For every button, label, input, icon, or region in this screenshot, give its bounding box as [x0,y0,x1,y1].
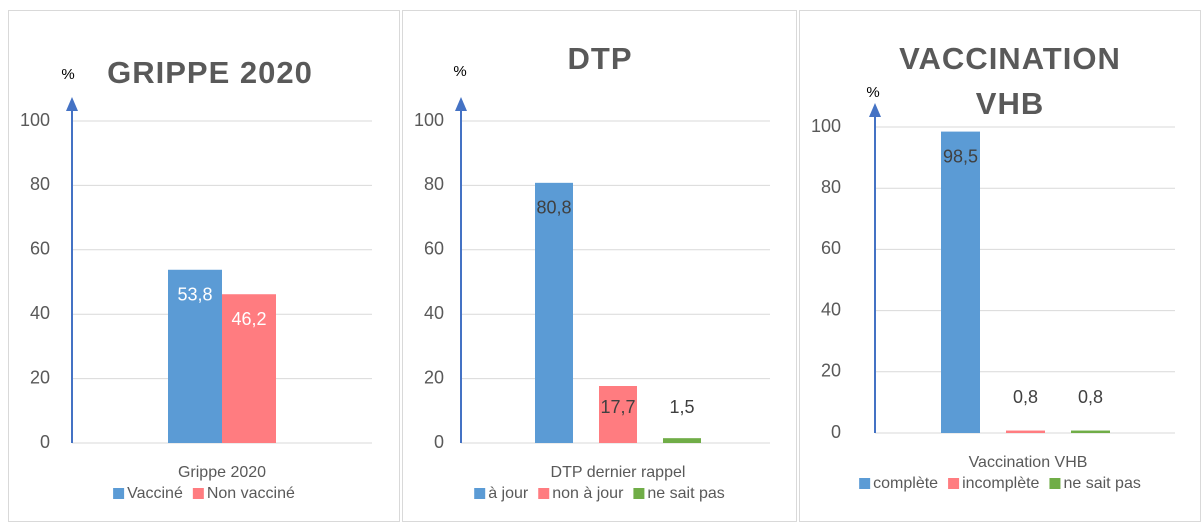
legend-label: Vacciné [127,485,183,502]
legend-swatch [538,488,550,499]
y-axis-label: % [453,63,466,80]
y-tick-label: 20 [30,367,50,387]
chart-title: DTP [567,41,633,76]
axis-arrow [66,97,78,111]
y-tick-label: 60 [821,238,841,258]
value-label: 53,8 [177,285,212,305]
y-tick-label: 100 [20,110,50,130]
legend-label: ne sait pas [647,485,724,502]
y-tick-label: 100 [414,110,444,130]
panel-border [799,10,1201,522]
bar [535,182,573,443]
x-tick-label: Grippe 2020 [178,464,266,481]
y-tick-label: 40 [821,299,841,319]
y-tick-label: 100 [811,116,841,136]
y-tick-label: 80 [30,174,50,194]
legend-label: complète [873,475,938,492]
chart-title: GRIPPE 2020 [107,55,313,90]
chart-title: VACCINATION VHB [899,41,1121,121]
bar [1006,430,1045,433]
legend-swatch [948,478,960,489]
y-tick-label: 0 [831,422,841,442]
y-axis-label: % [61,66,74,83]
legend-label: à jour [488,485,529,502]
y-tick-label: 80 [424,174,444,194]
legend-label: Non vacciné [207,485,295,502]
value-label: 17,7 [600,397,635,417]
bar [941,131,980,433]
y-tick-label: 80 [821,177,841,197]
y-tick-label: 60 [424,239,444,259]
axis-arrow [869,103,881,117]
panel-border [8,10,400,522]
x-tick-label: DTP dernier rappel [551,464,686,481]
legend-swatch [192,488,204,499]
value-label: 46,2 [231,309,266,329]
y-tick-label: 0 [40,432,50,452]
value-label: 98,5 [943,146,978,166]
bar [168,269,222,443]
y-tick-label: 60 [30,239,50,259]
legend-label: non à jour [552,485,624,502]
y-tick-label: 0 [434,432,444,452]
value-label: 0,8 [1078,387,1103,407]
legend-swatch [859,478,871,489]
value-label: 0,8 [1013,387,1038,407]
bar [663,438,701,443]
bar [222,294,276,443]
bar [1071,430,1110,433]
x-tick-label: Vaccination VHB [969,454,1088,471]
legend-swatch [474,488,486,499]
y-tick-label: 20 [424,367,444,387]
y-axis-label: % [866,84,879,101]
legend-label: incomplète [962,475,1039,492]
legend-swatch [1049,478,1061,489]
value-label: 1,5 [669,397,694,417]
y-tick-label: 40 [424,303,444,323]
legend-swatch [633,488,645,499]
y-tick-label: 20 [821,361,841,381]
bar [599,386,637,443]
y-tick-label: 40 [30,303,50,323]
value-label: 80,8 [536,198,571,218]
legend-swatch [113,488,125,499]
legend-label: ne sait pas [1063,475,1140,492]
panel-border [402,10,797,522]
axis-arrow [455,97,467,111]
